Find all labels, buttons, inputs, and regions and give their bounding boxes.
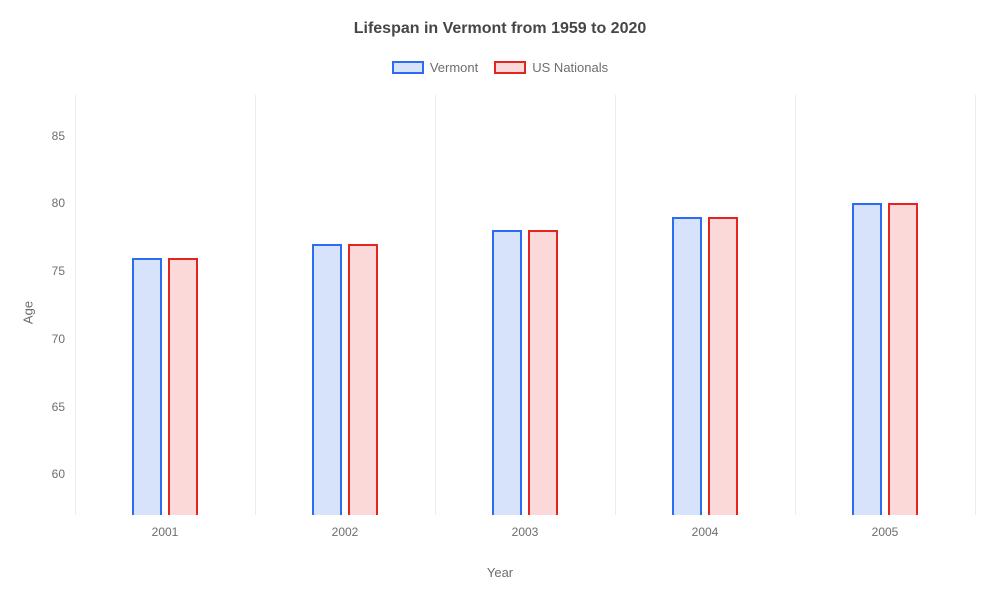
bar	[888, 203, 919, 515]
bar	[312, 244, 343, 515]
x-tick-label: 2005	[872, 525, 899, 539]
y-tick-label: 75	[52, 264, 65, 278]
y-tick-label: 85	[52, 129, 65, 143]
chart-container: Lifespan in Vermont from 1959 to 2020 Ve…	[0, 0, 1000, 600]
gridline	[615, 95, 616, 515]
gridline	[435, 95, 436, 515]
bar	[672, 217, 703, 515]
y-axis-label: Age	[21, 301, 36, 324]
x-tick-label: 2003	[512, 525, 539, 539]
y-tick-label: 80	[52, 196, 65, 210]
x-tick-label: 2001	[152, 525, 179, 539]
bar	[708, 217, 739, 515]
x-tick-label: 2002	[332, 525, 359, 539]
bar	[528, 230, 559, 515]
y-tick-label: 70	[52, 332, 65, 346]
gridline	[255, 95, 256, 515]
y-axis-line	[75, 95, 76, 515]
legend-swatch	[494, 61, 526, 74]
legend-item: US Nationals	[494, 60, 608, 75]
gridline	[975, 95, 976, 515]
legend-swatch	[392, 61, 424, 74]
y-tick-label: 65	[52, 400, 65, 414]
legend: Vermont US Nationals	[0, 60, 1000, 75]
chart-title: Lifespan in Vermont from 1959 to 2020	[0, 20, 1000, 38]
y-tick-label: 60	[52, 467, 65, 481]
legend-label: US Nationals	[532, 60, 608, 75]
bar	[852, 203, 883, 515]
x-axis-label: Year	[0, 565, 1000, 580]
legend-label: Vermont	[430, 60, 478, 75]
x-tick-label: 2004	[692, 525, 719, 539]
legend-item: Vermont	[392, 60, 478, 75]
gridline	[795, 95, 796, 515]
bar	[348, 244, 379, 515]
plot-area: 20012002200320042005606570758085	[75, 95, 975, 515]
bar	[168, 258, 199, 515]
bar	[492, 230, 523, 515]
bar	[132, 258, 163, 515]
